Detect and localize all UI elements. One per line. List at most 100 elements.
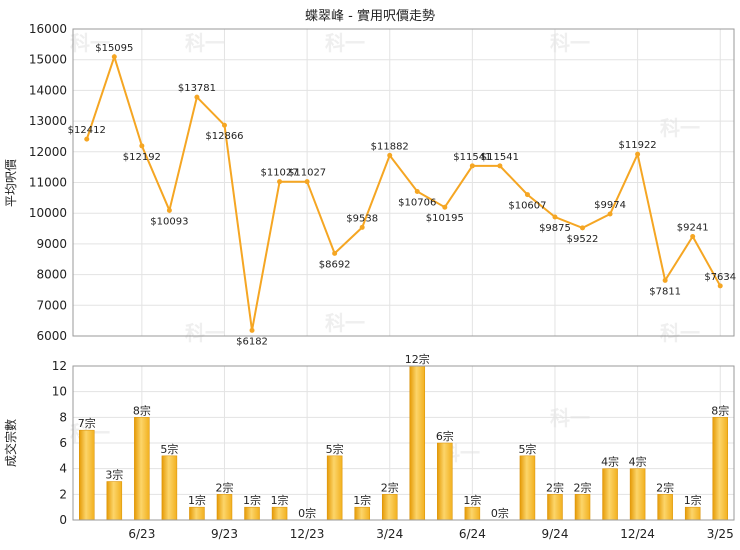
volume-bar — [547, 494, 563, 521]
price-y-tick-label: 7000 — [36, 298, 67, 312]
price-y-tick-label: 9000 — [36, 237, 67, 251]
watermark-text: 科一 — [325, 31, 365, 55]
volume-bar — [629, 468, 646, 521]
price-data-label: $10093 — [150, 216, 188, 227]
price-point — [304, 179, 310, 185]
volume-data-label: 8宗 — [133, 403, 151, 417]
price-point — [524, 192, 530, 198]
watermark-text: 科一 — [325, 311, 365, 335]
price-point — [635, 151, 641, 157]
x-tick-label: 3/25 — [707, 527, 734, 541]
price-data-label: $8692 — [319, 259, 351, 270]
price-point — [552, 214, 558, 220]
price-y-tick-label: 16000 — [29, 22, 67, 36]
price-point — [414, 189, 420, 195]
volume-data-label: 4宗 — [601, 455, 619, 469]
volume-bar — [189, 506, 205, 521]
price-data-label: $9875 — [539, 223, 571, 234]
volume-bar — [574, 494, 591, 521]
price-data-label: $10706 — [398, 198, 436, 209]
price-series-line — [85, 53, 722, 331]
price-point — [249, 327, 255, 333]
price-y-tick-label: 15000 — [29, 53, 67, 67]
price-y-tick-label: 8000 — [36, 268, 67, 282]
volume-plot-frame — [72, 365, 735, 521]
price-y-tick-label: 14000 — [29, 83, 67, 97]
price-point — [221, 122, 227, 128]
x-tick-label: 9/23 — [211, 527, 238, 541]
price-data-label: $11541 — [453, 152, 491, 163]
price-point — [497, 163, 503, 169]
volume-data-label: 1宗 — [684, 493, 702, 507]
price-point — [717, 283, 723, 289]
volume-data-label: 8宗 — [711, 403, 729, 417]
volume-data-label: 5宗 — [326, 442, 344, 456]
price-y-axis-label: 平均呎價 — [4, 159, 18, 207]
watermark-text: 科一 — [70, 31, 110, 55]
volume-bar — [684, 506, 701, 521]
volume-data-label: 3宗 — [105, 468, 123, 482]
volume-bar — [216, 494, 233, 521]
volume-bar — [354, 506, 370, 521]
volume-bar — [161, 455, 178, 521]
volume-bar — [602, 468, 618, 521]
volume-data-label: 2宗 — [546, 480, 564, 494]
volume-data-label: 1宗 — [463, 493, 481, 507]
volume-data-label: 4宗 — [629, 455, 647, 469]
price-point — [469, 163, 475, 169]
price-data-label: $9538 — [346, 213, 378, 224]
volume-y-tick-label: 10 — [52, 385, 67, 399]
price-point — [277, 179, 283, 185]
price-data-label: $11027 — [260, 168, 298, 179]
price-point — [580, 225, 586, 231]
chart-title: 蝶翠峰 - 實用呎價走勢 — [305, 8, 435, 24]
x-tick-label: 12/24 — [620, 527, 655, 541]
volume-y-tick-label: 4 — [59, 462, 67, 476]
volume-bar — [381, 494, 398, 521]
volume-data-label: 2宗 — [215, 480, 233, 494]
price-data-label: $6182 — [236, 336, 268, 347]
volume-bar — [244, 506, 260, 521]
price-data-label: $11882 — [371, 141, 409, 152]
x-tick-label: 12/23 — [290, 527, 325, 541]
volume-y-tick-label: 6 — [59, 436, 67, 450]
volume-data-label: 2宗 — [656, 480, 674, 494]
price-point — [359, 224, 365, 230]
price-data-label: $11027 — [288, 168, 326, 179]
volume-y-tick-label: 2 — [59, 487, 67, 501]
volume-bar — [657, 494, 673, 521]
price-data-label: $7811 — [649, 286, 681, 297]
volume-data-label: 5宗 — [518, 442, 536, 456]
watermark-layer: 科一科一科一科一科一科一科一科一科一科一科一 — [70, 31, 700, 465]
volume-data-label: 1宗 — [271, 493, 289, 507]
price-data-label: $13781 — [178, 83, 216, 94]
x-tick-label: 6/23 — [128, 527, 155, 541]
price-data-label: $9241 — [677, 223, 709, 234]
price-point — [387, 152, 393, 158]
volume-data-label: 12宗 — [405, 352, 430, 366]
price-point — [194, 94, 200, 100]
volume-bar — [519, 455, 536, 521]
volume-bar — [106, 481, 123, 521]
price-data-label: $7634 — [704, 272, 736, 283]
price-point — [442, 204, 448, 210]
x-tick-label: 6/24 — [459, 527, 486, 541]
price-point — [111, 54, 117, 60]
volume-y-tick-label: 12 — [52, 359, 67, 373]
volume-y-tick-label: 0 — [59, 513, 67, 527]
price-y-tick-label: 12000 — [29, 145, 67, 159]
watermark-text: 科一 — [185, 321, 225, 345]
price-y-tick-label: 10000 — [29, 206, 67, 220]
watermark-text: 科一 — [660, 321, 700, 345]
x-tick-label: 9/24 — [542, 527, 569, 541]
watermark-text: 科一 — [660, 116, 700, 140]
volume-panel: 0 2 4 6 8 10 12 6/23 9/23 12/23 3/24 6/24 9/24 12/24 3… — [52, 352, 735, 541]
watermark-text: 科一 — [550, 31, 590, 55]
volume-y-axis-label: 成交宗數 — [3, 419, 18, 467]
price-point — [166, 207, 172, 213]
price-data-label: $11922 — [619, 140, 657, 151]
volume-bar — [409, 365, 426, 521]
volume-bar — [437, 442, 453, 521]
volume-bar — [326, 455, 343, 521]
price-point — [139, 143, 145, 149]
